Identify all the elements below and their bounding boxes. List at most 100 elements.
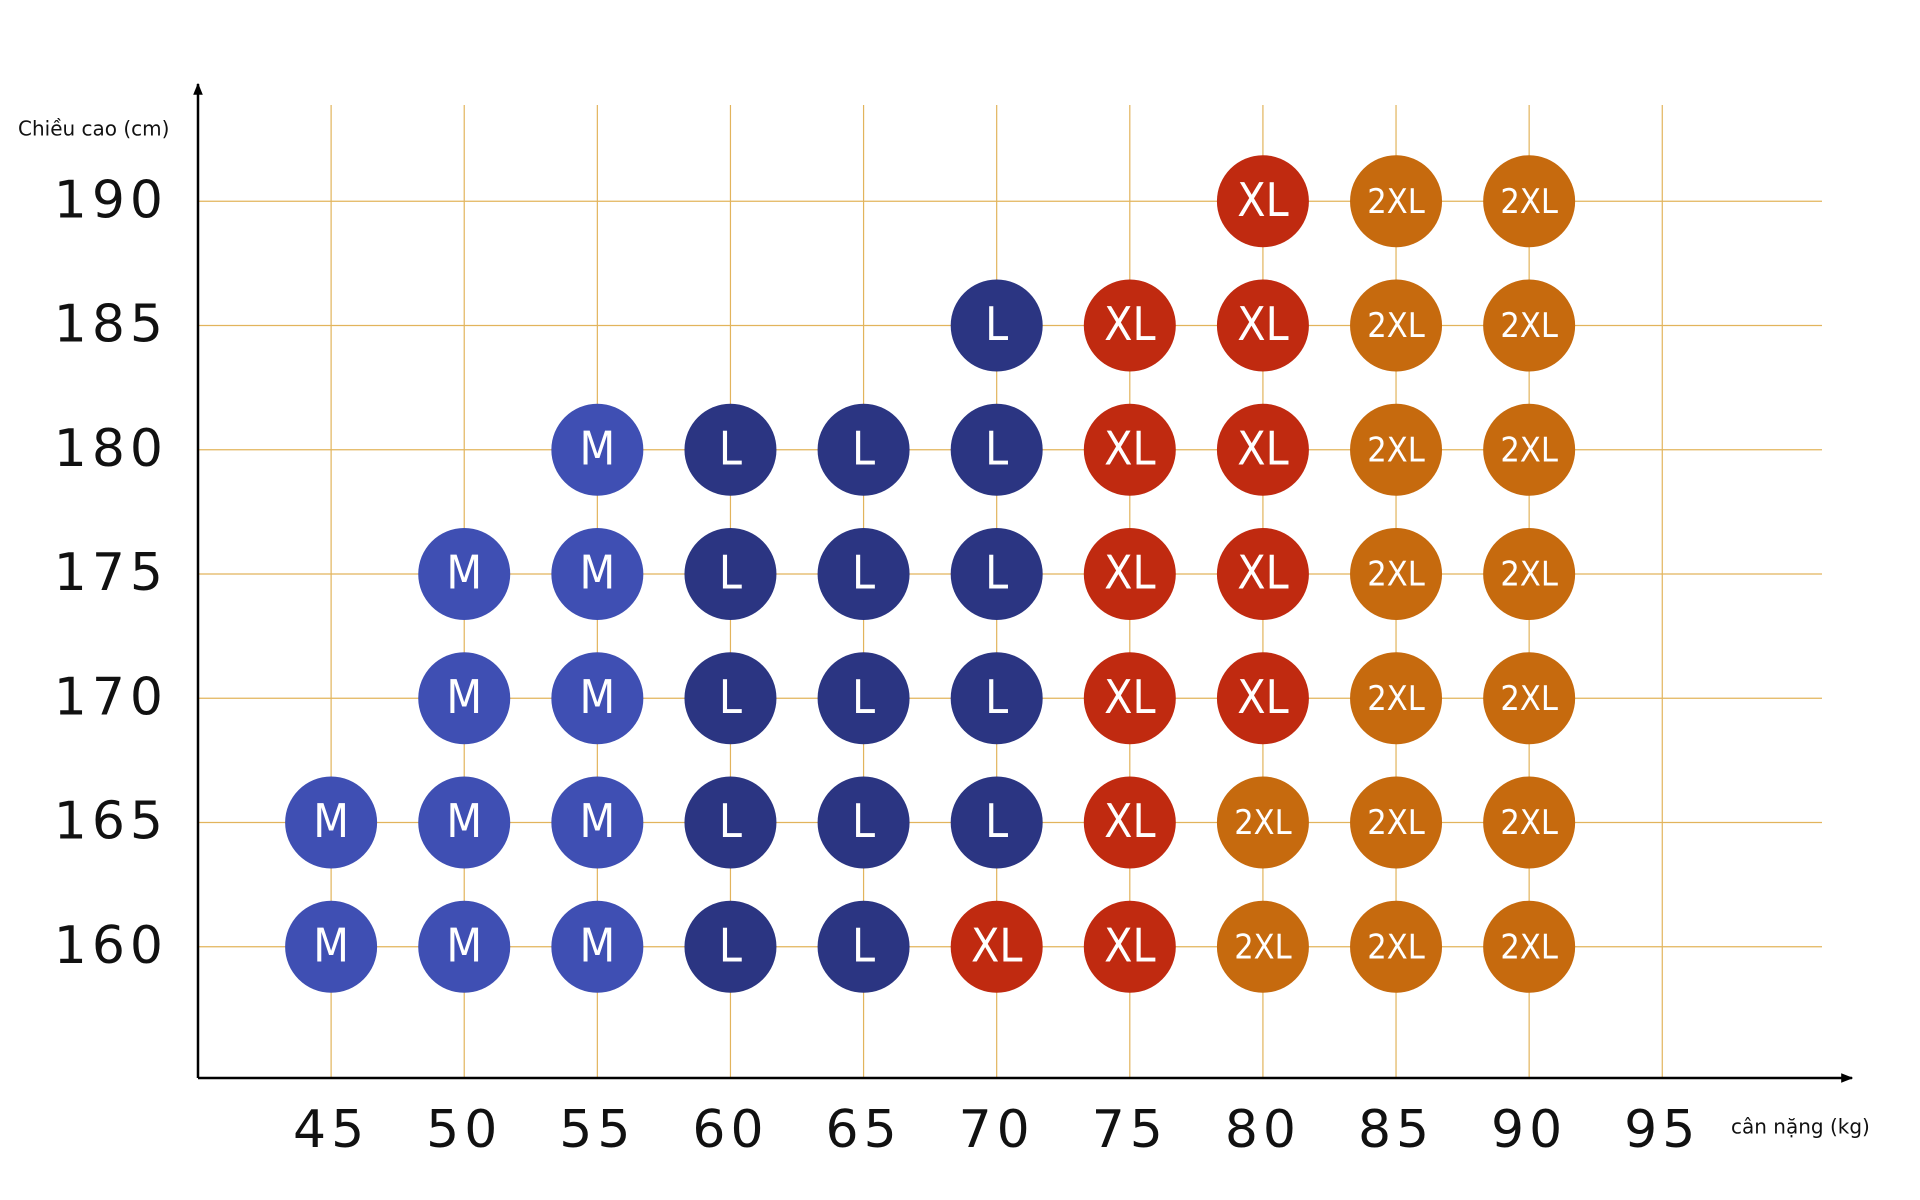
size-label: 2XL xyxy=(1500,182,1557,222)
size-dot xyxy=(684,900,777,993)
size-label: XL xyxy=(1104,794,1155,848)
size-dot xyxy=(551,900,644,993)
size-point: 2XL xyxy=(1483,900,1576,993)
y-tick-label: 165 xyxy=(54,792,168,852)
size-point: 2XL xyxy=(1216,900,1309,993)
size-dot xyxy=(817,652,910,745)
size-dot xyxy=(1350,279,1443,372)
size-point: XL xyxy=(1216,403,1309,496)
size-dot xyxy=(1216,900,1309,993)
size-label: M xyxy=(579,670,615,724)
size-label: XL xyxy=(1237,546,1288,600)
size-point: 2XL xyxy=(1350,528,1443,620)
size-label: L xyxy=(719,918,742,972)
size-label: XL xyxy=(1104,546,1155,600)
size-dot xyxy=(1483,900,1576,993)
size-point: L xyxy=(684,776,777,869)
x-tick-label: 50 xyxy=(426,1100,502,1160)
size-label: XL xyxy=(1104,670,1155,724)
x-tick-label: 85 xyxy=(1358,1100,1434,1160)
size-point: 2XL xyxy=(1350,155,1443,248)
size-point: L xyxy=(817,652,910,745)
size-dot xyxy=(1483,652,1576,745)
size-dot xyxy=(1350,155,1443,248)
y-axis-title: Chiều cao (cm) xyxy=(18,117,169,141)
size-label: 2XL xyxy=(1500,927,1557,967)
size-dot xyxy=(551,403,644,496)
size-label: L xyxy=(719,670,742,724)
size-dot xyxy=(684,652,777,745)
size-point: XL xyxy=(1083,279,1176,372)
size-point: 2XL xyxy=(1483,528,1576,620)
x-tick-label: 70 xyxy=(959,1100,1035,1160)
size-dot xyxy=(1083,900,1176,993)
size-label: M xyxy=(579,794,615,848)
size-dot xyxy=(1350,652,1443,745)
size-point: M xyxy=(285,776,378,869)
size-dot xyxy=(551,776,644,869)
size-label: M xyxy=(446,670,482,724)
size-label: L xyxy=(985,421,1008,475)
size-dot xyxy=(1483,528,1576,620)
size-point: L xyxy=(950,652,1043,745)
size-point: 2XL xyxy=(1216,776,1309,869)
size-dot xyxy=(684,776,777,869)
size-label: 2XL xyxy=(1234,927,1291,967)
size-point: L xyxy=(684,528,777,620)
size-point: L xyxy=(950,403,1043,496)
size-label: L xyxy=(852,546,875,600)
size-dot xyxy=(1216,652,1309,745)
size-point: L xyxy=(817,403,910,496)
y-tick-label: 170 xyxy=(54,667,168,727)
size-point: 2XL xyxy=(1483,155,1576,248)
size-dot xyxy=(817,900,910,993)
size-dot xyxy=(950,776,1043,869)
size-point: L xyxy=(817,776,910,869)
size-label: M xyxy=(446,794,482,848)
y-tick-label: 190 xyxy=(54,170,168,230)
size-label: 2XL xyxy=(1234,803,1291,843)
size-label: XL xyxy=(1237,670,1288,724)
size-point: 2XL xyxy=(1350,279,1443,372)
size-point: XL xyxy=(1083,776,1176,869)
size-dot xyxy=(684,528,777,620)
size-dot xyxy=(418,528,511,620)
size-dot xyxy=(1483,155,1576,248)
size-dot xyxy=(418,900,511,993)
size-dot xyxy=(285,776,378,869)
size-label: 2XL xyxy=(1367,306,1424,346)
size-dot xyxy=(418,776,511,869)
size-dot xyxy=(950,652,1043,745)
size-point: L xyxy=(950,528,1043,620)
size-dot xyxy=(1350,528,1443,620)
size-label: XL xyxy=(1237,173,1288,227)
x-tick-label: 95 xyxy=(1624,1100,1700,1160)
x-tick-label: 55 xyxy=(559,1100,635,1160)
marks: M M M M M M M M M M M L L L L L L L L L L L L L L L XL XL XL XL XL XL XL… xyxy=(285,155,1576,993)
size-point: 2XL xyxy=(1350,403,1443,496)
size-dot xyxy=(1083,528,1176,620)
size-dot xyxy=(1216,776,1309,869)
size-dot xyxy=(1483,279,1576,372)
size-dot xyxy=(950,528,1043,620)
size-dot xyxy=(817,403,910,496)
size-point: M xyxy=(551,776,644,869)
size-label: L xyxy=(719,421,742,475)
x-tick-label: 65 xyxy=(825,1100,901,1160)
size-point: XL xyxy=(1083,900,1176,993)
size-label: 2XL xyxy=(1500,803,1557,843)
size-dot xyxy=(1350,403,1443,496)
size-dot xyxy=(950,279,1043,372)
size-dot xyxy=(1083,776,1176,869)
size-label: L xyxy=(719,794,742,848)
size-label: L xyxy=(985,297,1008,351)
size-dot xyxy=(1483,776,1576,869)
size-label: 2XL xyxy=(1500,430,1557,470)
size-label: 2XL xyxy=(1367,555,1424,595)
size-point: M xyxy=(418,652,511,745)
size-point: 2XL xyxy=(1483,776,1576,869)
x-tick-label: 90 xyxy=(1491,1100,1567,1160)
size-label: XL xyxy=(1104,421,1155,475)
size-label: XL xyxy=(1237,297,1288,351)
size-point: L xyxy=(950,279,1043,372)
